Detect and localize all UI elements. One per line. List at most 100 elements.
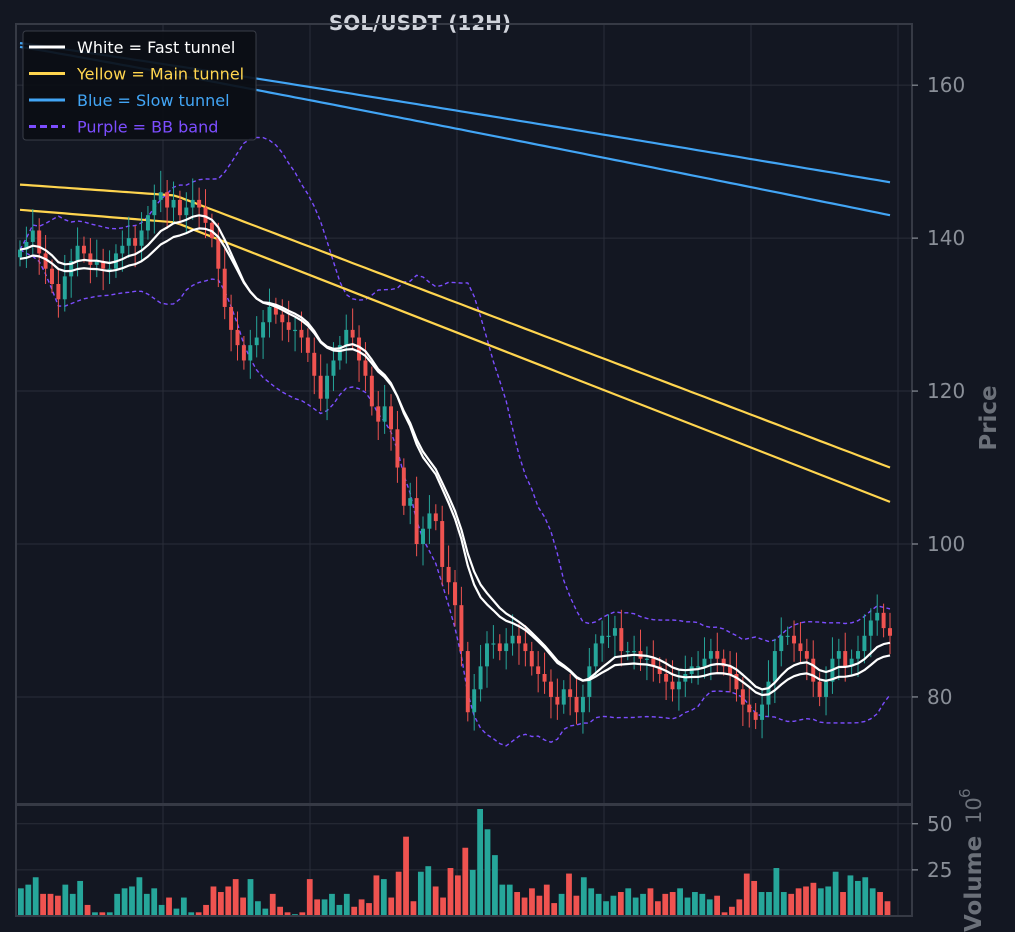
- candle-body: [325, 375, 330, 399]
- candle-body: [798, 643, 803, 652]
- volume-bar: [188, 912, 195, 916]
- candle-body: [299, 329, 304, 338]
- volume-bar: [351, 906, 358, 916]
- candle-body: [382, 406, 387, 422]
- candle-body: [376, 406, 381, 422]
- volume-bar: [766, 892, 772, 916]
- volume-axis-label: Volume: [961, 836, 987, 932]
- candle-body: [69, 261, 74, 277]
- candle-body: [510, 635, 515, 644]
- candle-body: [24, 241, 29, 250]
- candle-body: [849, 658, 854, 667]
- candle-body: [280, 314, 285, 323]
- candle-body: [779, 635, 784, 652]
- candle-body: [702, 658, 707, 667]
- volume-bar: [751, 880, 758, 916]
- candle-body: [587, 666, 592, 697]
- fast-tunnel-lower: [19, 227, 891, 697]
- volume-bar: [632, 897, 639, 916]
- candle-body: [657, 666, 662, 674]
- volume-bar: [603, 901, 609, 916]
- volume-bar: [269, 893, 276, 916]
- volume-bar: [721, 912, 728, 916]
- candle-body: [273, 306, 278, 315]
- candle-body: [427, 513, 432, 529]
- volume-bar: [343, 893, 350, 916]
- candle-body: [523, 643, 528, 652]
- volume-bar: [143, 893, 150, 916]
- candle-body: [478, 666, 483, 690]
- candle-body: [516, 635, 521, 644]
- candle-body: [408, 498, 413, 506]
- volume-bar: [99, 912, 106, 916]
- candle-body: [145, 215, 150, 231]
- volume-bar: [210, 886, 217, 916]
- volume-bar: [669, 892, 676, 916]
- candle-body: [836, 651, 841, 659]
- volume-bar: [529, 888, 535, 916]
- volume-bar: [277, 906, 284, 916]
- candle-body: [286, 322, 291, 330]
- volume-bar: [195, 912, 202, 916]
- candle-body: [88, 253, 93, 265]
- volume-bar: [536, 895, 543, 916]
- volume-bar: [366, 903, 372, 916]
- candle-body: [120, 245, 125, 254]
- volume-bar: [173, 908, 180, 916]
- volume-bar: [373, 875, 380, 916]
- candle-body: [555, 696, 560, 705]
- candle-body: [158, 192, 163, 200]
- main-tunnel-lower: [19, 208, 891, 503]
- candle-body: [670, 681, 675, 690]
- volume-bar: [566, 873, 572, 916]
- volume-bar: [462, 847, 469, 916]
- volume-bar: [469, 869, 476, 916]
- volume-bar: [521, 897, 528, 916]
- volume-bar: [18, 888, 24, 916]
- legend: White = Fast tunnel Yellow = Main tunnel B…: [22, 30, 257, 141]
- candle-body: [18, 249, 22, 258]
- candle-body: [600, 635, 605, 644]
- candle-body: [529, 651, 534, 667]
- candle-body: [561, 689, 566, 705]
- volume-bar: [506, 884, 513, 916]
- candle-body: [440, 521, 445, 567]
- price-tick-label: 140: [927, 226, 965, 250]
- volume-bar: [492, 855, 498, 916]
- volume-bar: [447, 868, 454, 916]
- main-tunnel-layer: [19, 183, 891, 503]
- candle-body: [619, 628, 624, 652]
- candle-body: [862, 635, 867, 652]
- candle-body: [644, 658, 649, 660]
- candle-body: [446, 566, 451, 583]
- candle-body: [753, 712, 758, 720]
- candle-body: [843, 651, 848, 667]
- candle-body: [305, 337, 310, 353]
- candle-body: [580, 696, 585, 713]
- volume-bar: [62, 884, 69, 916]
- volume-bar: [677, 888, 683, 916]
- candle-body: [453, 582, 457, 606]
- candle-body: [152, 199, 157, 216]
- candle-body: [760, 704, 765, 720]
- candle-body: [203, 207, 208, 223]
- volume-bars-layer: [18, 809, 891, 916]
- fast-tunnel-upper: [19, 214, 891, 691]
- candle-body: [625, 651, 630, 653]
- volume-bar: [225, 886, 232, 916]
- candle-body: [708, 651, 713, 659]
- volume-bar: [321, 899, 328, 916]
- candle-body: [37, 230, 42, 254]
- volume-bar: [284, 912, 291, 916]
- candle-body: [222, 268, 227, 307]
- volume-bar: [832, 871, 839, 916]
- volume-bar: [25, 884, 32, 916]
- volume-bar: [47, 893, 54, 916]
- candle-body: [133, 238, 138, 246]
- candle-body: [241, 345, 246, 361]
- volume-bar: [714, 895, 721, 916]
- candle-body: [389, 406, 394, 430]
- volume-bar: [543, 884, 550, 916]
